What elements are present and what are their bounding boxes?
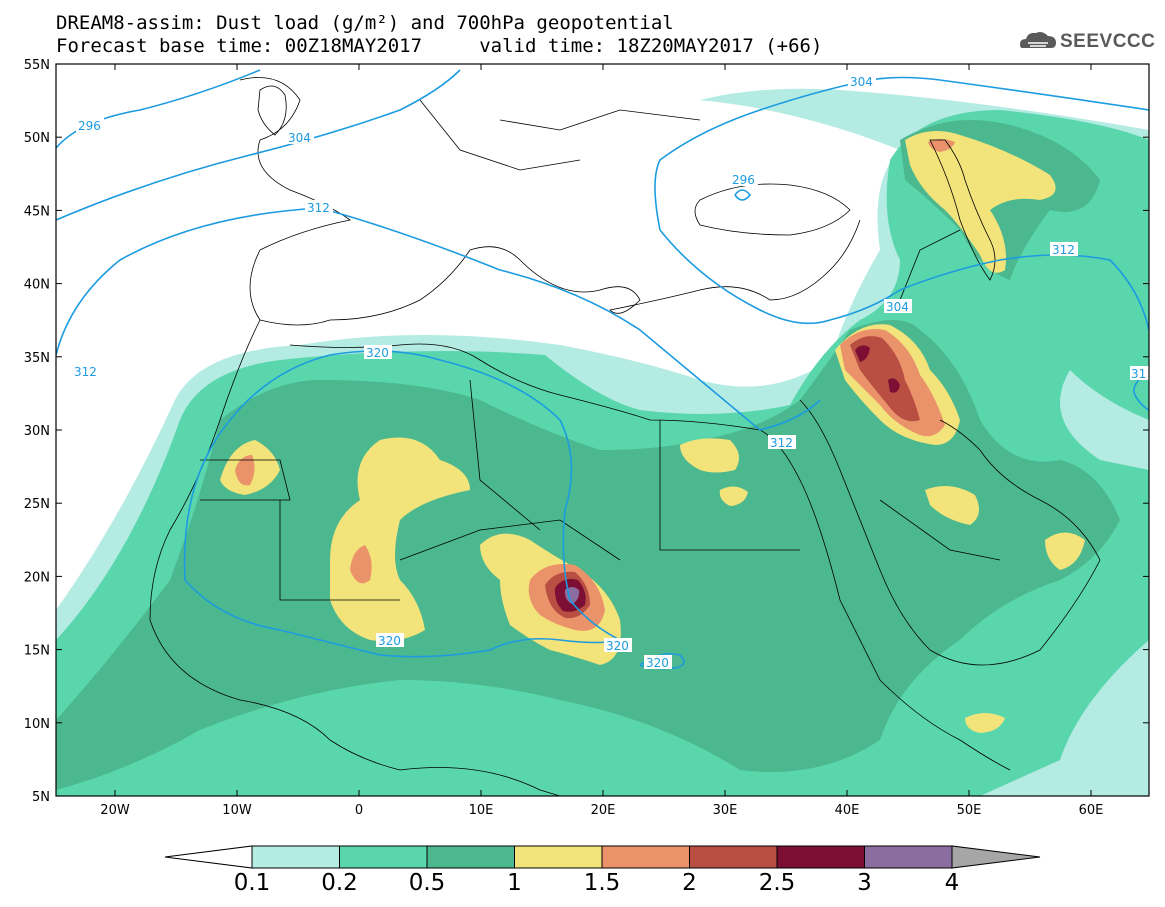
lon-label: 20E	[591, 803, 616, 818]
contour-label: 320	[378, 634, 401, 648]
contour-312-west	[56, 207, 821, 431]
dust-area-1-misc3	[1045, 532, 1085, 570]
contour-304-east	[654, 76, 1149, 231]
lat-axis: 55N 50N 45N 40N 35N 30N 25N 20N 15N 10N 5N	[24, 58, 1149, 805]
lon-label: 50E	[957, 803, 982, 818]
dust-area-1-caspian	[905, 131, 1056, 273]
lon-label: 20W	[100, 803, 130, 818]
lon-label: 0	[355, 803, 363, 818]
cloud-logo-icon	[1020, 32, 1056, 48]
colorbar-segment	[864, 845, 953, 869]
title-line-2: Forecast base time: 00Z18MAY2017 valid t…	[56, 35, 823, 57]
contour-304-west	[56, 69, 461, 221]
lon-axis: 20W 10W 0 10E 20E 30E 40E 50E 60E	[100, 64, 1103, 818]
border-4	[659, 420, 800, 551]
colorbar-under-triangle	[164, 845, 253, 869]
colorbar-label: 0.2	[321, 870, 358, 896]
colorbar-segment	[426, 845, 515, 869]
coastline-africa	[149, 319, 561, 796]
dust-area-2-5-iraq2	[888, 378, 900, 393]
lat-label: 35N	[24, 351, 50, 366]
dust-area-1-misc4	[965, 713, 1005, 733]
contour-label: 304	[886, 300, 909, 314]
coastline-uk	[257, 85, 287, 136]
colorbar-segment	[776, 845, 865, 869]
contour-labels: 296 304 312 312 320 320 320 320 296 304 …	[72, 74, 1149, 670]
colorbar-segment	[514, 845, 603, 869]
contour-label: 320	[646, 656, 669, 670]
contour-296-east	[734, 189, 752, 201]
dust-area-1-misc5	[719, 486, 748, 506]
lon-label: 30E	[713, 803, 738, 818]
dust-area-1-sahara	[330, 437, 470, 642]
lat-label: 25N	[24, 497, 50, 512]
contour-320-main	[183, 350, 623, 658]
colorbar-label: 1	[507, 870, 522, 896]
contour-312-east	[659, 229, 1149, 331]
border-6	[899, 229, 961, 301]
colorbar-label: 2.5	[758, 870, 796, 896]
border-5	[200, 459, 291, 501]
dust-area-1-misc1	[680, 438, 739, 473]
colorbar	[164, 845, 1041, 869]
lat-label: 50N	[24, 131, 50, 146]
lon-label: 60E	[1079, 803, 1104, 818]
border-7	[879, 499, 1001, 561]
contour-label: 320	[366, 346, 389, 360]
contour-label: 320	[606, 639, 629, 653]
colorbar-label: 4	[944, 870, 960, 896]
coastline-caspian	[929, 139, 996, 281]
colorbar-label: 0.1	[233, 870, 271, 896]
lon-label: 40E	[835, 803, 860, 818]
colorbar-segment	[251, 845, 340, 869]
dust-area-0-5	[56, 320, 1120, 790]
border-9	[499, 109, 701, 131]
colorbar-label: 1.5	[583, 870, 621, 896]
lat-label: 5N	[32, 790, 50, 805]
lat-label: 30N	[24, 424, 50, 439]
contour-label: 296	[78, 119, 101, 133]
colorbar-label: 2	[682, 870, 697, 896]
coastline-blacksea	[694, 183, 851, 236]
dust-layer	[56, 88, 1149, 796]
lat-label: 15N	[24, 644, 50, 659]
logo-text: SEEVCCC	[1060, 31, 1156, 52]
contour-296-west	[56, 69, 261, 149]
contour-label: 304	[850, 75, 873, 89]
lat-label: 20N	[24, 570, 50, 585]
contour-label: 312	[74, 365, 97, 379]
colorbar-over-triangle	[951, 845, 1041, 869]
border-2	[399, 519, 621, 561]
colorbar-segment	[339, 845, 428, 869]
colorbar-segment	[689, 845, 778, 869]
colorbar-label: 0.5	[408, 870, 446, 896]
lon-label: 10E	[469, 803, 494, 818]
lon-label: 10W	[222, 803, 252, 818]
lat-label: 40N	[24, 278, 50, 293]
colorbar-segment	[601, 845, 690, 869]
dust-area-2-5-iraq	[855, 345, 870, 362]
dust-area-2-iraq	[850, 336, 920, 422]
coastline-arabia	[799, 399, 1101, 666]
dust-area-1-5-west	[235, 455, 255, 486]
lat-label: 45N	[24, 204, 50, 219]
border-3	[469, 379, 541, 531]
contour-label: 312	[770, 436, 793, 450]
lat-label: 10N	[24, 717, 50, 732]
dust-area-1-5-caspian	[928, 139, 955, 152]
coastline-europe	[239, 77, 861, 326]
lat-label: 55N	[24, 58, 50, 73]
title-line-1: DREAM8-assim: Dust load (g/m²) and 700hP…	[56, 12, 674, 34]
dust-area-1-5-sahara	[350, 545, 372, 584]
contour-label: 296	[732, 173, 755, 187]
contour-label: 31	[1131, 367, 1146, 381]
contour-label: 312	[1052, 243, 1075, 257]
dust-area-1-misc2	[925, 486, 979, 525]
colorbar-label: 3	[857, 870, 872, 896]
border-1	[279, 500, 400, 601]
border-8	[419, 99, 581, 171]
contour-label: 304	[288, 131, 311, 145]
contour-label: 312	[307, 201, 330, 215]
